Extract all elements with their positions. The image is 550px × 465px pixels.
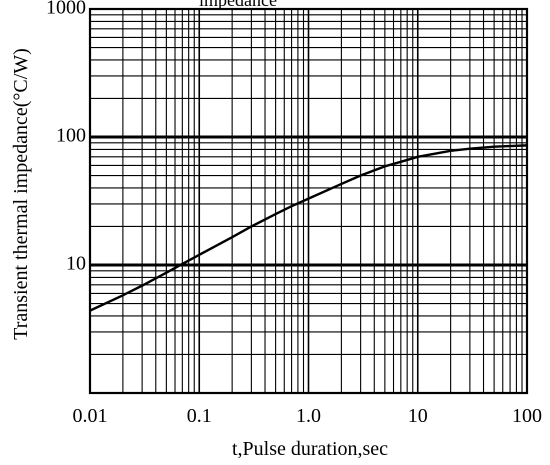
y-tick-label: 10 [66,253,86,275]
x-tick-label: 1.0 [296,405,321,427]
tick-labels: 0.01 0.1 1.0 10 100 10 100 1000 [46,0,542,427]
chart-title: impedance [199,0,277,10]
chart-grid [90,9,527,393]
y-tick-label: 100 [56,125,86,147]
x-tick-label: 100 [512,405,542,427]
series-line [89,144,528,312]
plot-frame [88,7,529,395]
x-axis-label: t,Pulse duration,sec [232,438,388,460]
plot-border [88,7,529,395]
x-tick-label: 10 [408,405,428,427]
y-tick-label: 1000 [46,0,86,19]
chart-series [89,144,528,312]
y-axis-label: Transient thermal impedance(°C/W) [10,48,32,340]
x-tick-label: 0.1 [187,405,212,427]
x-tick-label: 0.01 [73,405,108,427]
